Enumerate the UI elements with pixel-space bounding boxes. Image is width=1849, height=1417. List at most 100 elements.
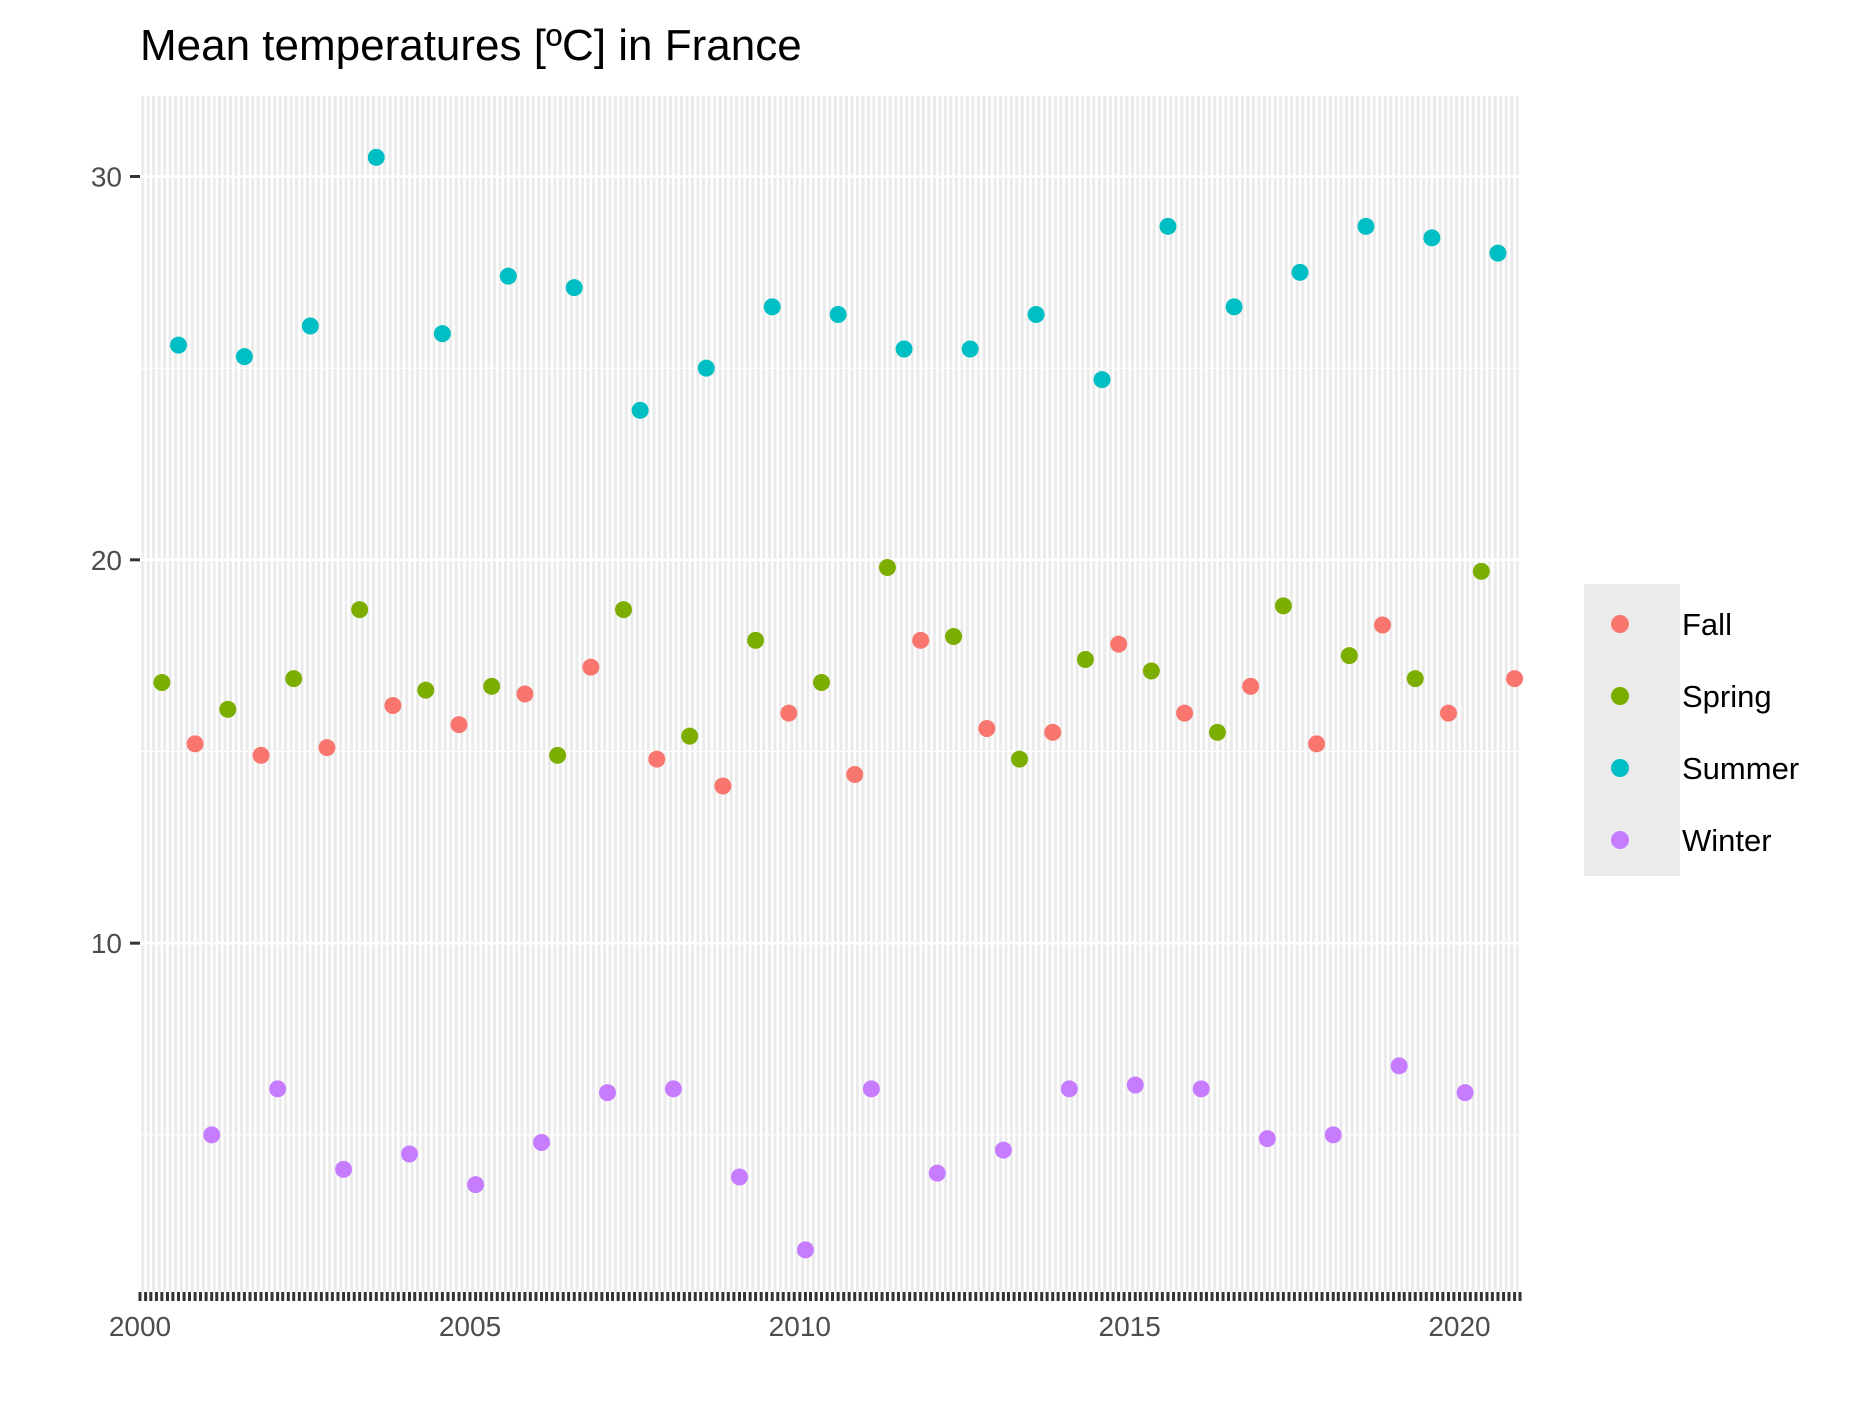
data-point-spring — [153, 674, 171, 691]
data-point-spring — [549, 746, 567, 764]
data-point-winter — [269, 1080, 287, 1098]
data-point-summer — [1225, 298, 1243, 316]
data-point-fall — [1044, 723, 1062, 741]
data-point-summer — [961, 340, 979, 358]
data-point-winter — [203, 1126, 221, 1144]
data-point-fall — [846, 766, 864, 783]
x-tick-label: 2000 — [109, 1311, 171, 1342]
legend-swatch-winter — [1611, 831, 1629, 849]
data-point-summer — [301, 317, 319, 335]
data-point-summer — [697, 359, 715, 377]
data-point-fall — [1176, 704, 1194, 722]
data-point-summer — [631, 401, 649, 419]
data-point-winter — [400, 1145, 418, 1163]
data-point-winter — [1060, 1080, 1078, 1098]
data-point-fall — [318, 739, 336, 757]
panel-background — [140, 96, 1520, 1292]
data-point-spring — [351, 601, 369, 619]
data-point-fall — [978, 720, 996, 737]
data-point-winter — [796, 1241, 814, 1259]
data-point-fall — [186, 735, 204, 753]
data-point-summer — [895, 340, 913, 358]
y-tick-label: 20 — [91, 545, 122, 576]
x-tick-label: 2015 — [1099, 1311, 1161, 1342]
plot-panel — [138, 96, 1522, 1292]
data-point-fall — [582, 658, 600, 676]
data-point-spring — [1472, 562, 1490, 580]
legend: Fall Spring Summer Winter — [1584, 584, 1799, 876]
data-point-summer — [1423, 229, 1441, 247]
data-point-summer — [1489, 244, 1507, 262]
data-point-winter — [1324, 1126, 1342, 1144]
data-point-spring — [945, 628, 963, 645]
data-point-fall — [1439, 704, 1457, 722]
data-point-spring — [483, 677, 501, 695]
data-point-spring — [747, 631, 765, 649]
data-point-winter — [1258, 1130, 1276, 1148]
data-point-spring — [1406, 670, 1424, 688]
data-point-winter — [1126, 1076, 1144, 1094]
legend-label-summer: Summer — [1682, 751, 1799, 786]
data-point-fall — [1506, 670, 1524, 688]
data-point-fall — [714, 777, 732, 795]
x-tick-label: 2020 — [1428, 1311, 1490, 1342]
data-point-spring — [878, 559, 896, 576]
legend-swatch-fall — [1611, 615, 1629, 633]
data-point-fall — [1374, 616, 1392, 634]
data-point-winter — [862, 1080, 880, 1098]
data-point-spring — [813, 674, 831, 691]
data-point-summer — [499, 267, 517, 285]
data-point-winter — [928, 1164, 946, 1182]
data-point-summer — [1291, 263, 1309, 281]
data-point-fall — [1308, 735, 1326, 753]
data-point-spring — [681, 727, 699, 745]
data-point-winter — [664, 1080, 682, 1098]
data-point-fall — [648, 750, 666, 768]
data-point-fall — [516, 685, 534, 703]
data-point-summer — [1357, 217, 1375, 235]
legend-label-spring: Spring — [1682, 679, 1772, 714]
x-tick-label: 2010 — [769, 1311, 831, 1342]
data-points — [153, 148, 1524, 1259]
axes: 2000 2005 2010 2015 2020 10 20 30 — [91, 162, 1522, 1342]
data-point-summer — [235, 348, 253, 366]
data-point-spring — [615, 601, 633, 619]
data-point-summer — [433, 325, 451, 343]
data-point-summer — [565, 279, 583, 297]
legend-swatch-summer — [1611, 759, 1629, 777]
data-point-fall — [1110, 635, 1128, 653]
data-point-spring — [1274, 597, 1292, 615]
data-point-fall — [252, 746, 270, 764]
data-point-summer — [763, 298, 781, 316]
data-point-fall — [912, 631, 930, 649]
data-point-winter — [467, 1176, 485, 1194]
legend-swatch-spring — [1611, 687, 1629, 705]
data-point-winter — [994, 1141, 1012, 1159]
data-point-winter — [1456, 1084, 1474, 1102]
data-point-spring — [1340, 647, 1358, 665]
data-point-fall — [780, 704, 798, 722]
data-point-spring — [1142, 662, 1160, 680]
y-tick-label: 30 — [91, 162, 122, 193]
data-point-summer — [1027, 306, 1045, 323]
data-point-spring — [1208, 723, 1226, 741]
data-point-winter — [598, 1084, 616, 1102]
data-point-summer — [829, 306, 847, 323]
legend-key-background — [1584, 584, 1680, 876]
data-point-winter — [1390, 1057, 1408, 1075]
data-point-spring — [417, 681, 435, 699]
data-point-spring — [219, 700, 237, 718]
data-point-winter — [533, 1134, 551, 1151]
data-point-winter — [335, 1160, 353, 1178]
y-tick-label: 10 — [91, 928, 122, 959]
data-point-fall — [450, 716, 468, 734]
data-point-summer — [1093, 371, 1111, 389]
data-point-winter — [731, 1168, 749, 1186]
data-point-spring — [285, 670, 303, 688]
data-point-spring — [1076, 651, 1094, 668]
legend-label-fall: Fall — [1682, 607, 1732, 642]
data-point-winter — [1192, 1080, 1210, 1098]
data-point-fall — [384, 697, 402, 714]
